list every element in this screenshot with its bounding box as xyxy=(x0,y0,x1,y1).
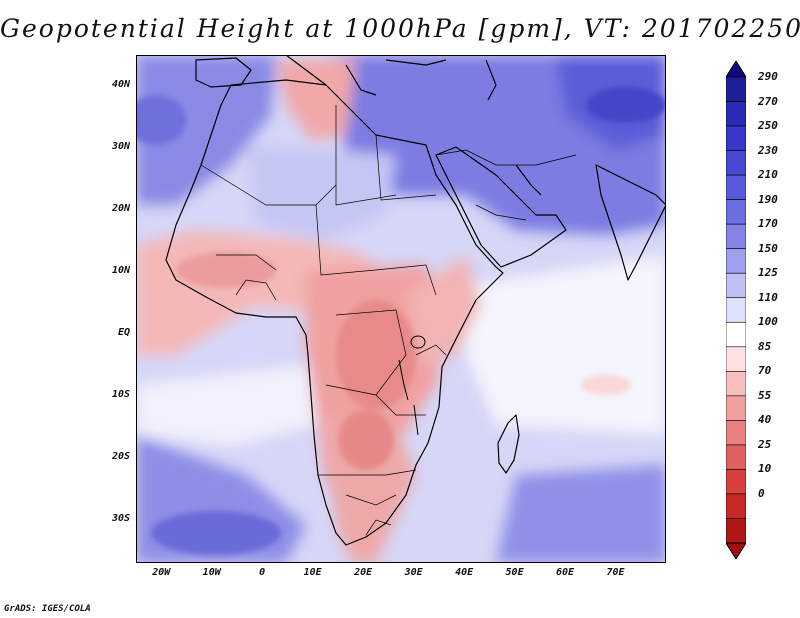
colorbar-label: 270 xyxy=(758,94,778,108)
lat-tick-20S: 20S xyxy=(111,450,130,462)
neutral-indian-ocean xyxy=(466,255,666,435)
colorbar-label: 25 xyxy=(758,437,772,451)
grads-credit: GrADS: IGES/COLA xyxy=(4,604,91,614)
great-lakes xyxy=(398,335,426,436)
lat-tick-10N: 10N xyxy=(111,264,130,276)
lon-tick-30E: 30E xyxy=(404,567,423,578)
colorbar-box xyxy=(726,321,746,348)
coastline-arabia xyxy=(435,146,567,268)
high-north-atlantic xyxy=(136,55,276,205)
colorbar-label: 250 xyxy=(758,119,778,133)
lon-tick-20W: 20W xyxy=(152,567,171,578)
colorbar-box xyxy=(726,199,746,225)
lon-tick-60E: 60E xyxy=(556,567,575,578)
high-core-tibet xyxy=(586,87,666,123)
colorbar-box xyxy=(726,395,746,421)
coastline-india xyxy=(595,164,666,281)
colorbar-label: 170 xyxy=(758,217,778,231)
high-core-azores xyxy=(136,95,186,145)
coastline-madagascar xyxy=(497,414,520,474)
lat-tick-EQ: EQ xyxy=(117,326,130,338)
low-core-angola xyxy=(338,410,394,470)
coastline-persian-gulf xyxy=(515,164,542,196)
high-core-sa-south xyxy=(151,511,281,555)
colorbar-top-arrow xyxy=(726,61,746,78)
colorbar-box xyxy=(726,272,746,299)
lon-tick-50E: 50E xyxy=(505,567,524,578)
colorbar-label: 150 xyxy=(758,241,778,255)
chart-title: Geopotential Height at 1000hPa [gpm], VT… xyxy=(0,14,800,43)
colorbar-box xyxy=(726,125,746,151)
colorbar-box xyxy=(726,174,746,200)
colorbar-bottom-arrow xyxy=(726,542,746,559)
lon-tick-10E: 10E xyxy=(303,567,322,578)
colorbar-label: 290 xyxy=(758,70,778,83)
colorbar-label: 85 xyxy=(758,339,772,353)
colorbar-box xyxy=(726,420,746,446)
map-plot xyxy=(136,55,666,563)
colorbar-box xyxy=(726,518,746,544)
colorbar-label: 55 xyxy=(758,388,772,402)
colorbar-label: 210 xyxy=(758,168,778,182)
coastline-italy-greece xyxy=(285,55,377,96)
lat-tick-10S: 10S xyxy=(111,388,130,400)
colorbar-box xyxy=(726,371,746,397)
lon-tick-0: 0 xyxy=(259,567,266,578)
lon-tick-20E: 20E xyxy=(354,567,373,578)
coastline-iberia xyxy=(195,57,252,88)
low-core-congo xyxy=(336,300,416,410)
colorbar-label: 10 xyxy=(758,462,772,476)
colorbar xyxy=(726,61,746,559)
colorbar-box xyxy=(726,444,746,470)
low-east-africa xyxy=(406,255,481,365)
lon-tick-70E: 70E xyxy=(606,567,625,578)
high-sahara xyxy=(246,145,396,240)
colorbar-label: 70 xyxy=(758,364,772,378)
colorbar-label: 190 xyxy=(758,192,778,206)
lat-tick-30S: 30S xyxy=(111,512,130,524)
lon-tick-40E: 40E xyxy=(455,567,474,578)
high-south-indian xyxy=(496,465,666,563)
map-frame xyxy=(136,55,666,563)
colorbar-label: 0 xyxy=(758,486,765,500)
colorbar-box xyxy=(726,76,746,102)
colorbar-box xyxy=(726,297,746,323)
neutral-atlantic-band xyxy=(136,365,316,445)
lat-tick-40N: 40N xyxy=(111,78,130,90)
lat-tick-20N: 20N xyxy=(111,202,130,214)
coastline-black-caspian xyxy=(385,59,497,101)
colorbar-label: 40 xyxy=(758,413,772,427)
low-core-sahel xyxy=(176,252,276,288)
lon-tick-10W: 10W xyxy=(202,567,221,578)
colorbar-box xyxy=(726,101,746,127)
low-core-indian xyxy=(581,375,631,395)
lat-tick-30N: 30N xyxy=(111,140,130,152)
colorbar-label: 230 xyxy=(758,143,778,157)
colorbar-box xyxy=(726,493,746,519)
colorbar-label: 110 xyxy=(758,290,778,304)
colorbar-box xyxy=(726,248,746,274)
colorbar-box xyxy=(726,469,746,495)
coastlines xyxy=(165,55,666,546)
colorbar-label: 125 xyxy=(758,266,778,280)
colorbar-box xyxy=(726,150,746,176)
coastline-africa xyxy=(165,79,504,546)
colorbar-label: 100 xyxy=(758,315,778,329)
colorbar-box xyxy=(726,346,746,372)
colorbar-box xyxy=(726,223,746,249)
country-borders xyxy=(200,105,577,536)
